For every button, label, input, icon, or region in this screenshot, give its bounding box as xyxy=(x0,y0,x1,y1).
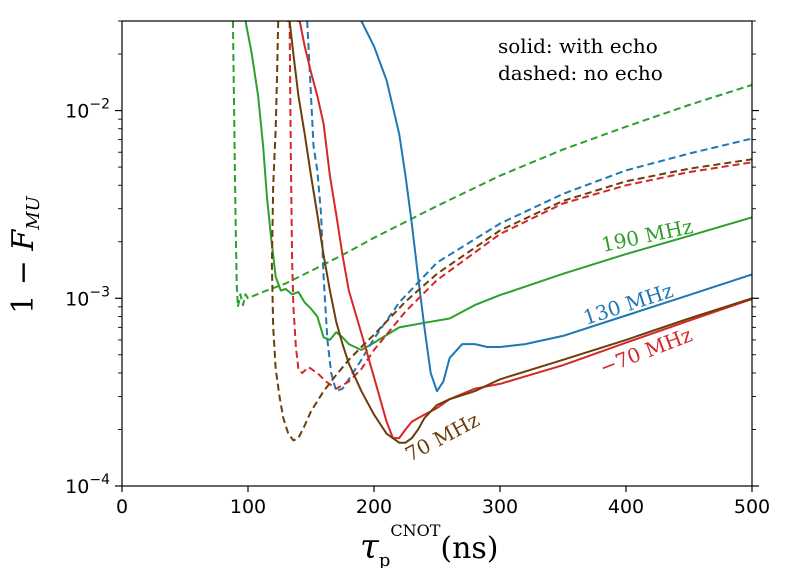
series-layer xyxy=(231,21,752,444)
y-tick-label: 10−4 xyxy=(65,472,110,498)
y-axis-label: 1 − FMU xyxy=(6,195,44,314)
svg-text:τpCNOT(ns): τpCNOT(ns) xyxy=(360,521,499,568)
series-190mhz-dashed xyxy=(231,21,752,308)
x-tick-label: 400 xyxy=(608,496,644,518)
label-minus70mhz: −70 MHz xyxy=(596,322,695,379)
x-axis-label: τpCNOT(ns) xyxy=(360,521,499,568)
x-tick-label: 300 xyxy=(482,496,518,518)
series-190mhz-solid xyxy=(244,21,752,351)
series-70mhz-dashed xyxy=(270,21,752,442)
x-axis: 0 100 200 300 400 500 xyxy=(116,486,770,518)
x-tick-label: 0 xyxy=(116,496,128,518)
series-70mhz-solid xyxy=(297,21,752,440)
x-tick-label: 100 xyxy=(230,496,266,518)
svg-text:1 − FMU: 1 − FMU xyxy=(6,195,44,314)
series-70mhz-dashed xyxy=(288,21,752,390)
series-130mhz-solid xyxy=(360,21,752,393)
label-190mhz: 190 MHz xyxy=(599,214,695,257)
x-tick-label: 500 xyxy=(734,496,770,518)
x-tick-label: 200 xyxy=(356,496,392,518)
y-tick-label: 10−2 xyxy=(65,97,110,123)
plot-frame xyxy=(121,20,753,487)
label-130mhz: 130 MHz xyxy=(580,278,676,330)
note-solid: solid: with echo xyxy=(498,34,658,58)
y-tick-label: 10−3 xyxy=(65,284,110,310)
series-70mhz-solid xyxy=(287,21,752,444)
note-dashed: dashed: no echo xyxy=(498,61,663,85)
y-axis: 10−4 10−3 10−2 xyxy=(65,20,759,498)
series-130mhz-dashed xyxy=(306,21,752,393)
